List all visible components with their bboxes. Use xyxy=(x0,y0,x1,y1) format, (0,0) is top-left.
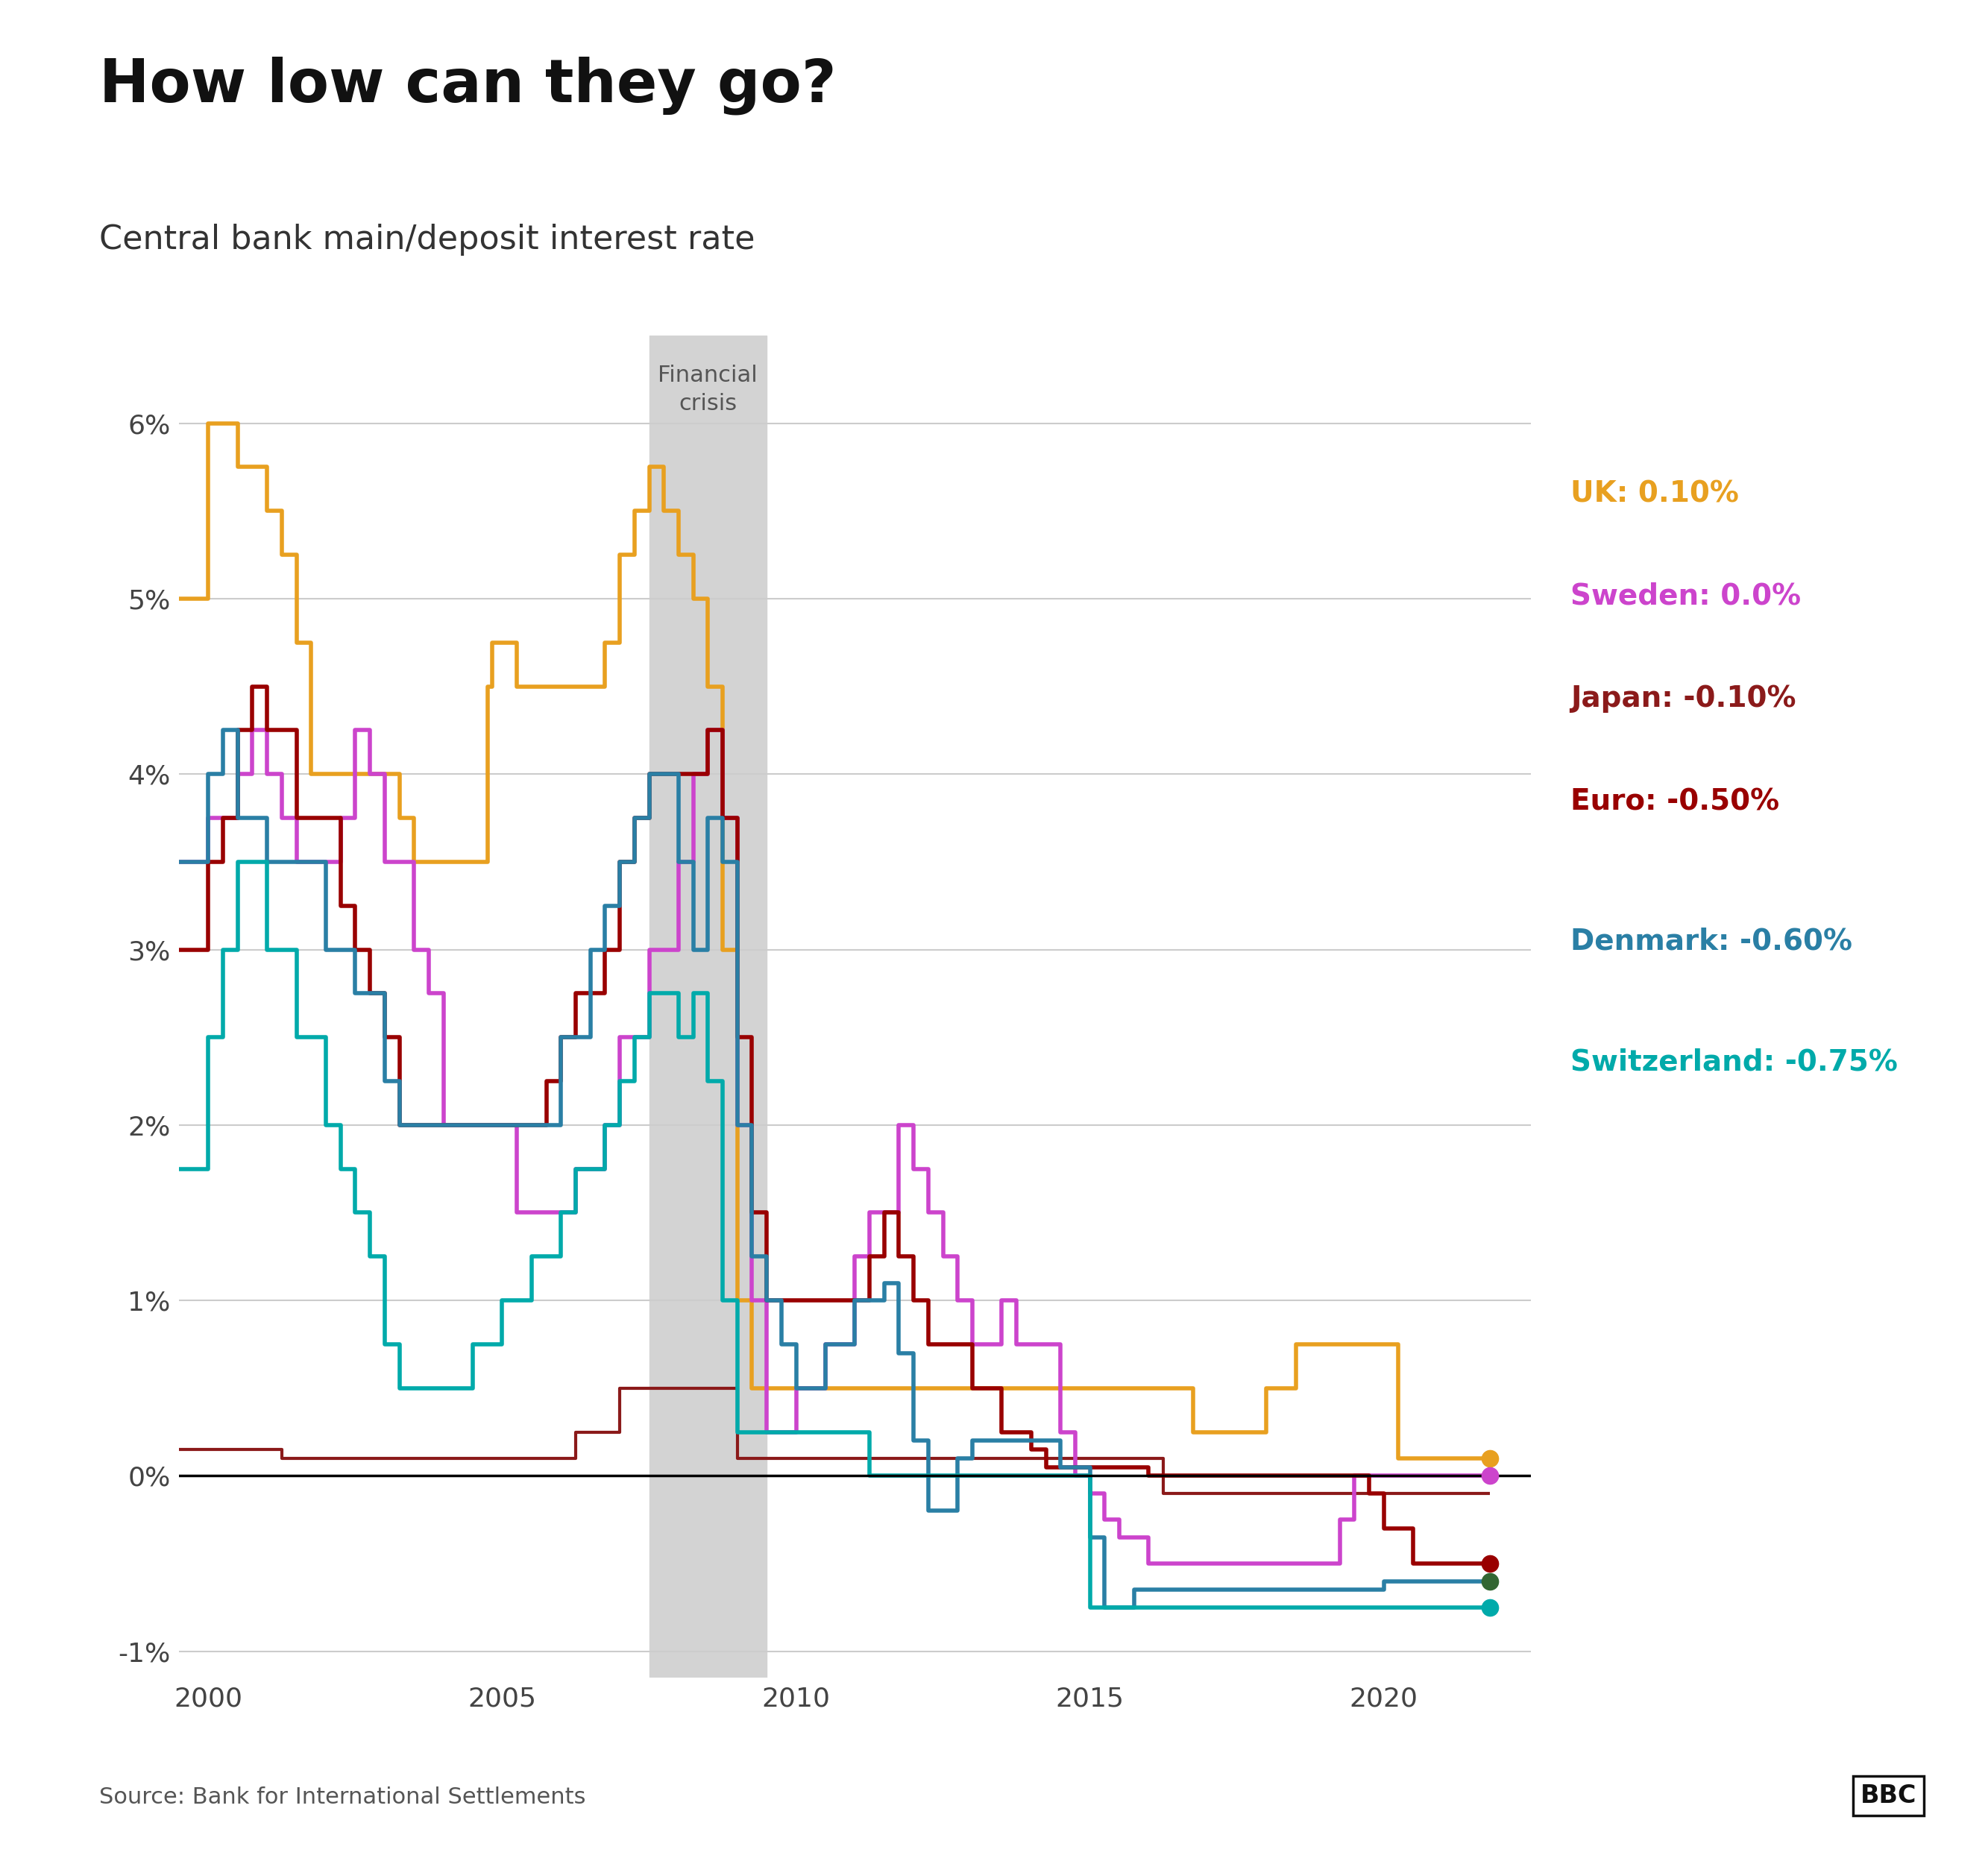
Text: BBC: BBC xyxy=(1861,1784,1916,1808)
Text: Switzerland: -0.75%: Switzerland: -0.75% xyxy=(1571,1048,1899,1077)
Text: Euro: -0.50%: Euro: -0.50% xyxy=(1571,787,1779,816)
Text: Sweden: 0.0%: Sweden: 0.0% xyxy=(1571,582,1801,611)
Text: How low can they go?: How low can they go? xyxy=(99,56,837,114)
Text: Source: Bank for International Settlements: Source: Bank for International Settlemen… xyxy=(99,1786,586,1808)
Text: Denmark: -0.60%: Denmark: -0.60% xyxy=(1571,926,1853,956)
Text: Japan: -0.10%: Japan: -0.10% xyxy=(1571,684,1795,714)
Text: Central bank main/deposit interest rate: Central bank main/deposit interest rate xyxy=(99,224,755,255)
Text: UK: 0.10%: UK: 0.10% xyxy=(1571,479,1740,509)
Text: Financial
crisis: Financial crisis xyxy=(658,363,757,414)
Bar xyxy=(650,336,767,1678)
